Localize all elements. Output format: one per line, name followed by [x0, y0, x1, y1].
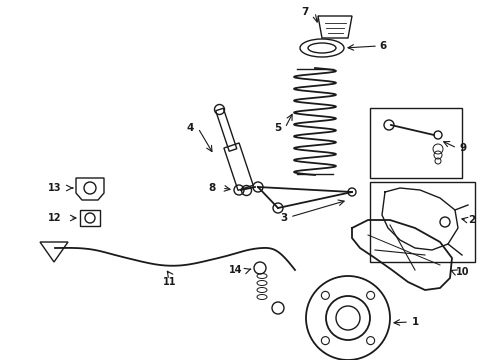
Text: 1: 1: [412, 317, 418, 327]
Text: 2: 2: [468, 215, 476, 225]
Text: 11: 11: [163, 277, 177, 287]
Bar: [370, 108, 462, 178]
Text: 13: 13: [48, 183, 62, 193]
Text: 12: 12: [48, 213, 62, 223]
Text: 6: 6: [379, 41, 387, 51]
Bar: [80, 210, 100, 226]
Bar: [370, 182, 475, 262]
Text: 5: 5: [274, 123, 282, 133]
Text: 4: 4: [186, 123, 194, 133]
Text: 14: 14: [229, 265, 243, 275]
Text: 8: 8: [208, 183, 216, 193]
Text: 7: 7: [301, 7, 309, 17]
Text: 10: 10: [456, 267, 470, 277]
Text: 9: 9: [460, 143, 466, 153]
Text: 3: 3: [280, 213, 288, 223]
